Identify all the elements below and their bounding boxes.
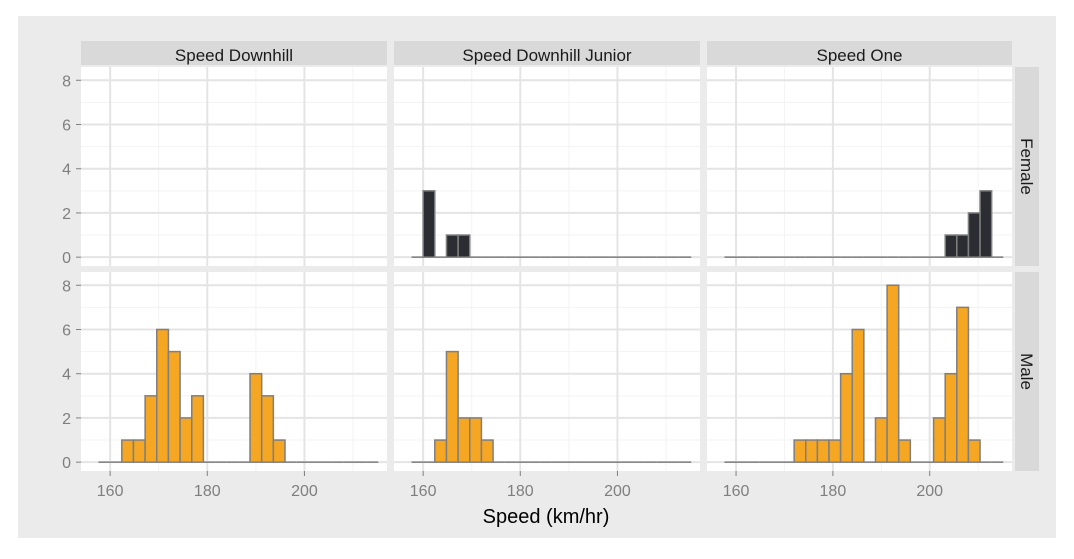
histogram-bar: [179, 417, 193, 463]
strip-background-male: [1015, 272, 1039, 471]
axes-layer: 0 2 4 6 8 0 2 4 6 8 160 180 200 160 180 200 160 180 200: [62, 73, 943, 500]
y-tick-label: 4: [62, 162, 71, 179]
histogram-bar: [272, 439, 286, 463]
strip-background-speed-one: [707, 41, 1012, 65]
histogram-bar: [805, 439, 819, 463]
y-tick-label: 0: [62, 250, 71, 267]
histogram-bar: [944, 372, 958, 463]
histogram-bar: [132, 439, 146, 463]
y-tick-label: 8: [62, 73, 71, 90]
histogram-bar: [434, 439, 448, 463]
panel-female-speed-downhill-junior: [394, 67, 700, 266]
strip-label-speed-downhill-junior: Speed Downhill Junior: [462, 46, 631, 65]
x-tick-label: 160: [410, 483, 437, 500]
strip-label-speed-downhill: Speed Downhill: [175, 46, 293, 65]
strip-background-speed-downhill-junior: [394, 41, 700, 65]
panel-male-speed-downhill: [81, 272, 387, 471]
x-tick-label: 200: [916, 483, 943, 500]
histogram-bar: [249, 372, 263, 463]
strip-background-speed-downhill: [81, 41, 387, 65]
y-tick-label: 0: [62, 455, 71, 472]
panel-male-speed-downhill-junior: [394, 272, 700, 471]
x-tick-label: 180: [820, 483, 847, 500]
panel-female-speed-downhill: [81, 67, 387, 266]
panel-background: [394, 67, 700, 266]
panel-female-speed-one: [707, 67, 1012, 266]
histogram-bar: [121, 439, 135, 463]
facet-strips: Speed Downhill Speed Downhill Junior Speed…: [81, 41, 1039, 471]
histogram-bar: [167, 350, 181, 463]
histogram-bar: [897, 439, 912, 463]
panel-background: [394, 272, 700, 471]
y-tick-label: 4: [62, 367, 71, 384]
bars-female-speed-one: [724, 190, 1004, 258]
histogram-bar: [260, 395, 275, 463]
histogram-bar: [793, 439, 807, 463]
histogram-bar: [956, 306, 970, 463]
histogram-bar: [190, 395, 205, 463]
x-tick-label: 200: [604, 483, 631, 500]
histogram-bar: [851, 328, 865, 463]
histogram-bar: [967, 439, 981, 463]
y-tick-label: 6: [62, 322, 71, 339]
x-tick-label: 160: [723, 483, 750, 500]
panel-background: [707, 67, 1012, 266]
x-axis-title: Speed (km/hr): [483, 506, 610, 528]
histogram-bar: [828, 439, 842, 463]
strip-label-female: Female: [1017, 138, 1036, 195]
histogram-bar: [457, 234, 471, 258]
histogram-bar: [886, 284, 900, 463]
y-tick-label: 2: [62, 206, 71, 223]
bars-female-speed-downhill-junior: [411, 190, 692, 258]
histogram-bar: [156, 328, 170, 463]
histogram-bar: [457, 417, 471, 463]
panel-background: [81, 67, 387, 266]
histogram-bar: [480, 439, 494, 463]
histogram-bar: [967, 212, 981, 258]
x-tick-label: 180: [194, 483, 221, 500]
bars-male-speed-downhill: [98, 328, 379, 463]
x-tick-label: 200: [291, 483, 318, 500]
histogram-bar: [956, 234, 970, 258]
histogram-bar: [422, 190, 436, 258]
histogram-bar: [932, 417, 946, 463]
strip-background-female: [1015, 67, 1039, 266]
strip-label-speed-one: Speed One: [816, 46, 902, 65]
histogram-bar: [144, 395, 158, 463]
y-tick-label: 8: [62, 278, 71, 295]
y-tick-label: 6: [62, 117, 71, 134]
strip-label-male: Male: [1017, 353, 1036, 390]
histogram-bar: [469, 417, 483, 463]
histogram-bar: [979, 190, 993, 258]
panels-layer: [81, 67, 1012, 471]
bars-male-speed-one: [724, 284, 1004, 463]
histogram-bar: [944, 234, 958, 258]
panel-background: [81, 272, 387, 471]
y-tick-label: 2: [62, 411, 71, 428]
histogram-bar: [445, 350, 459, 463]
x-tick-label: 160: [97, 483, 124, 500]
x-tick-label: 180: [507, 483, 534, 500]
histogram-bar: [839, 372, 853, 463]
histogram-bar: [445, 234, 459, 258]
histogram-bar: [874, 417, 888, 463]
histogram-bar: [816, 439, 830, 463]
bars-male-speed-downhill-junior: [411, 350, 692, 463]
